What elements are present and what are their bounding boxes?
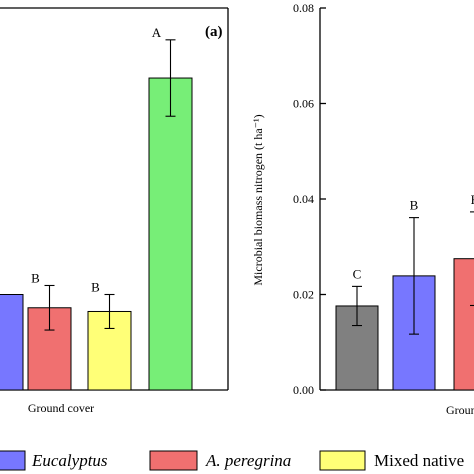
significance-letter: C: [353, 266, 362, 281]
legend-label: Mixed native: [374, 451, 464, 470]
significance-letter: B: [31, 270, 40, 285]
significance-letter: A: [152, 25, 162, 40]
y-tick-label: 0.06: [293, 97, 314, 111]
bar: [453, 258, 474, 391]
y-tick-label: 0.04: [293, 192, 314, 206]
x-axis-label: Groun: [446, 403, 474, 417]
panel-label: (a): [205, 24, 223, 40]
y-tick-label: 0.02: [293, 288, 314, 302]
legend-swatch: [149, 450, 198, 471]
significance-letter: B: [410, 198, 419, 213]
x-axis-label: Ground cover: [28, 401, 94, 415]
significance-letter: B: [91, 280, 100, 295]
legend: Eucalyptus A. peregrina Mixed native: [0, 450, 464, 471]
legend-swatch: [0, 450, 26, 471]
legend-label: Eucalyptus: [31, 451, 108, 470]
y-tick-label: 0.00: [293, 383, 314, 397]
significance-letter: B: [471, 192, 474, 207]
y-axis-label: Microbial biomass nitrogen (t ha⁻¹): [251, 114, 265, 285]
legend-swatch: [319, 450, 366, 471]
y-tick-label: 0.08: [293, 1, 314, 15]
panel-a: (a) Ground cover B B A: [0, 7, 229, 415]
panel-b: Microbial biomass nitrogen (t ha⁻¹) Grou…: [251, 1, 474, 417]
legend-label: A. peregrina: [205, 451, 291, 470]
bar: [0, 294, 24, 391]
bar: [148, 77, 193, 391]
